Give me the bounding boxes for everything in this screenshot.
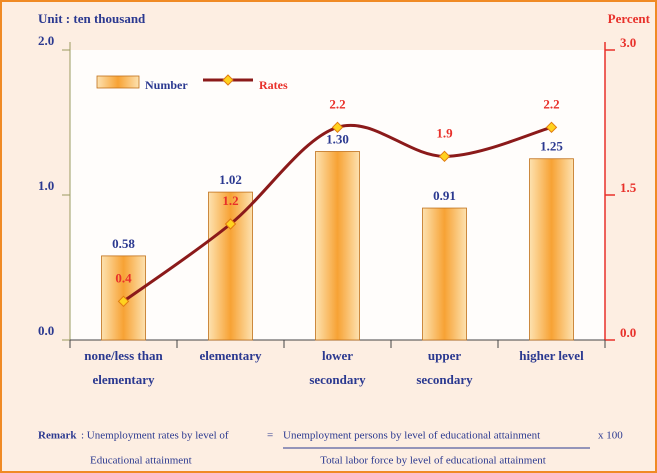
- remark-label: Remark: [38, 430, 77, 442]
- legend-label: Number: [145, 78, 188, 92]
- x-tick-label: none/less than: [84, 348, 163, 363]
- bar: [529, 158, 574, 341]
- bar-value-label: 1.25: [540, 139, 563, 154]
- remark-multiplier: x 100: [598, 430, 623, 442]
- bar-value-label: 1.30: [326, 131, 349, 146]
- y-tick-label: 2.0: [38, 33, 54, 48]
- remark-equals: =: [267, 430, 273, 442]
- y2-axis-title: Percent: [608, 11, 651, 26]
- legend-marker: [222, 74, 234, 86]
- rate-value-label: 2.2: [329, 96, 345, 111]
- remark-subject: Educational attainment: [90, 455, 192, 467]
- remark-numerator: Unemployment persons by level of educati…: [283, 430, 540, 442]
- bar: [422, 207, 467, 341]
- x-tick-label: upper: [428, 348, 461, 363]
- legend-label: Rates: [259, 78, 288, 92]
- bar-value-label: 0.58: [112, 236, 135, 251]
- bar: [315, 151, 360, 341]
- y2-tick-label: 1.5: [620, 180, 637, 195]
- x-tick-label: elementary: [199, 348, 262, 363]
- rate-value-label: 0.4: [115, 270, 132, 285]
- rate-value-label: 1.2: [222, 193, 238, 208]
- bar: [208, 191, 253, 341]
- y2-tick-label: 0.0: [620, 325, 636, 340]
- y-tick-label: 1.0: [38, 178, 54, 193]
- x-tick-label: elementary: [92, 372, 155, 387]
- rate-marker: [438, 150, 451, 163]
- y-axis-title: Unit : ten thousand: [38, 11, 146, 26]
- bar-value-label: 0.91: [433, 188, 456, 203]
- legend-swatch: [96, 75, 140, 89]
- remark-denominator: Total labor force by level of educationa…: [320, 455, 546, 467]
- rate-value-label: 1.9: [436, 125, 453, 140]
- rate-marker: [117, 295, 130, 308]
- rate-marker: [224, 218, 237, 230]
- x-tick-label: secondary: [416, 372, 473, 387]
- x-tick-label: higher level: [519, 348, 584, 363]
- bar-value-label: 1.02: [219, 172, 242, 187]
- remark-text: : Unemployment rates by level of: [81, 430, 229, 442]
- y-tick-label: 0.0: [38, 323, 54, 338]
- rate-marker: [545, 121, 558, 134]
- rate-marker: [331, 121, 344, 134]
- rate-value-label: 2.2: [543, 96, 559, 111]
- y2-tick-label: 3.0: [620, 35, 636, 50]
- x-tick-label: secondary: [309, 372, 366, 387]
- x-tick-label: lower: [322, 348, 353, 363]
